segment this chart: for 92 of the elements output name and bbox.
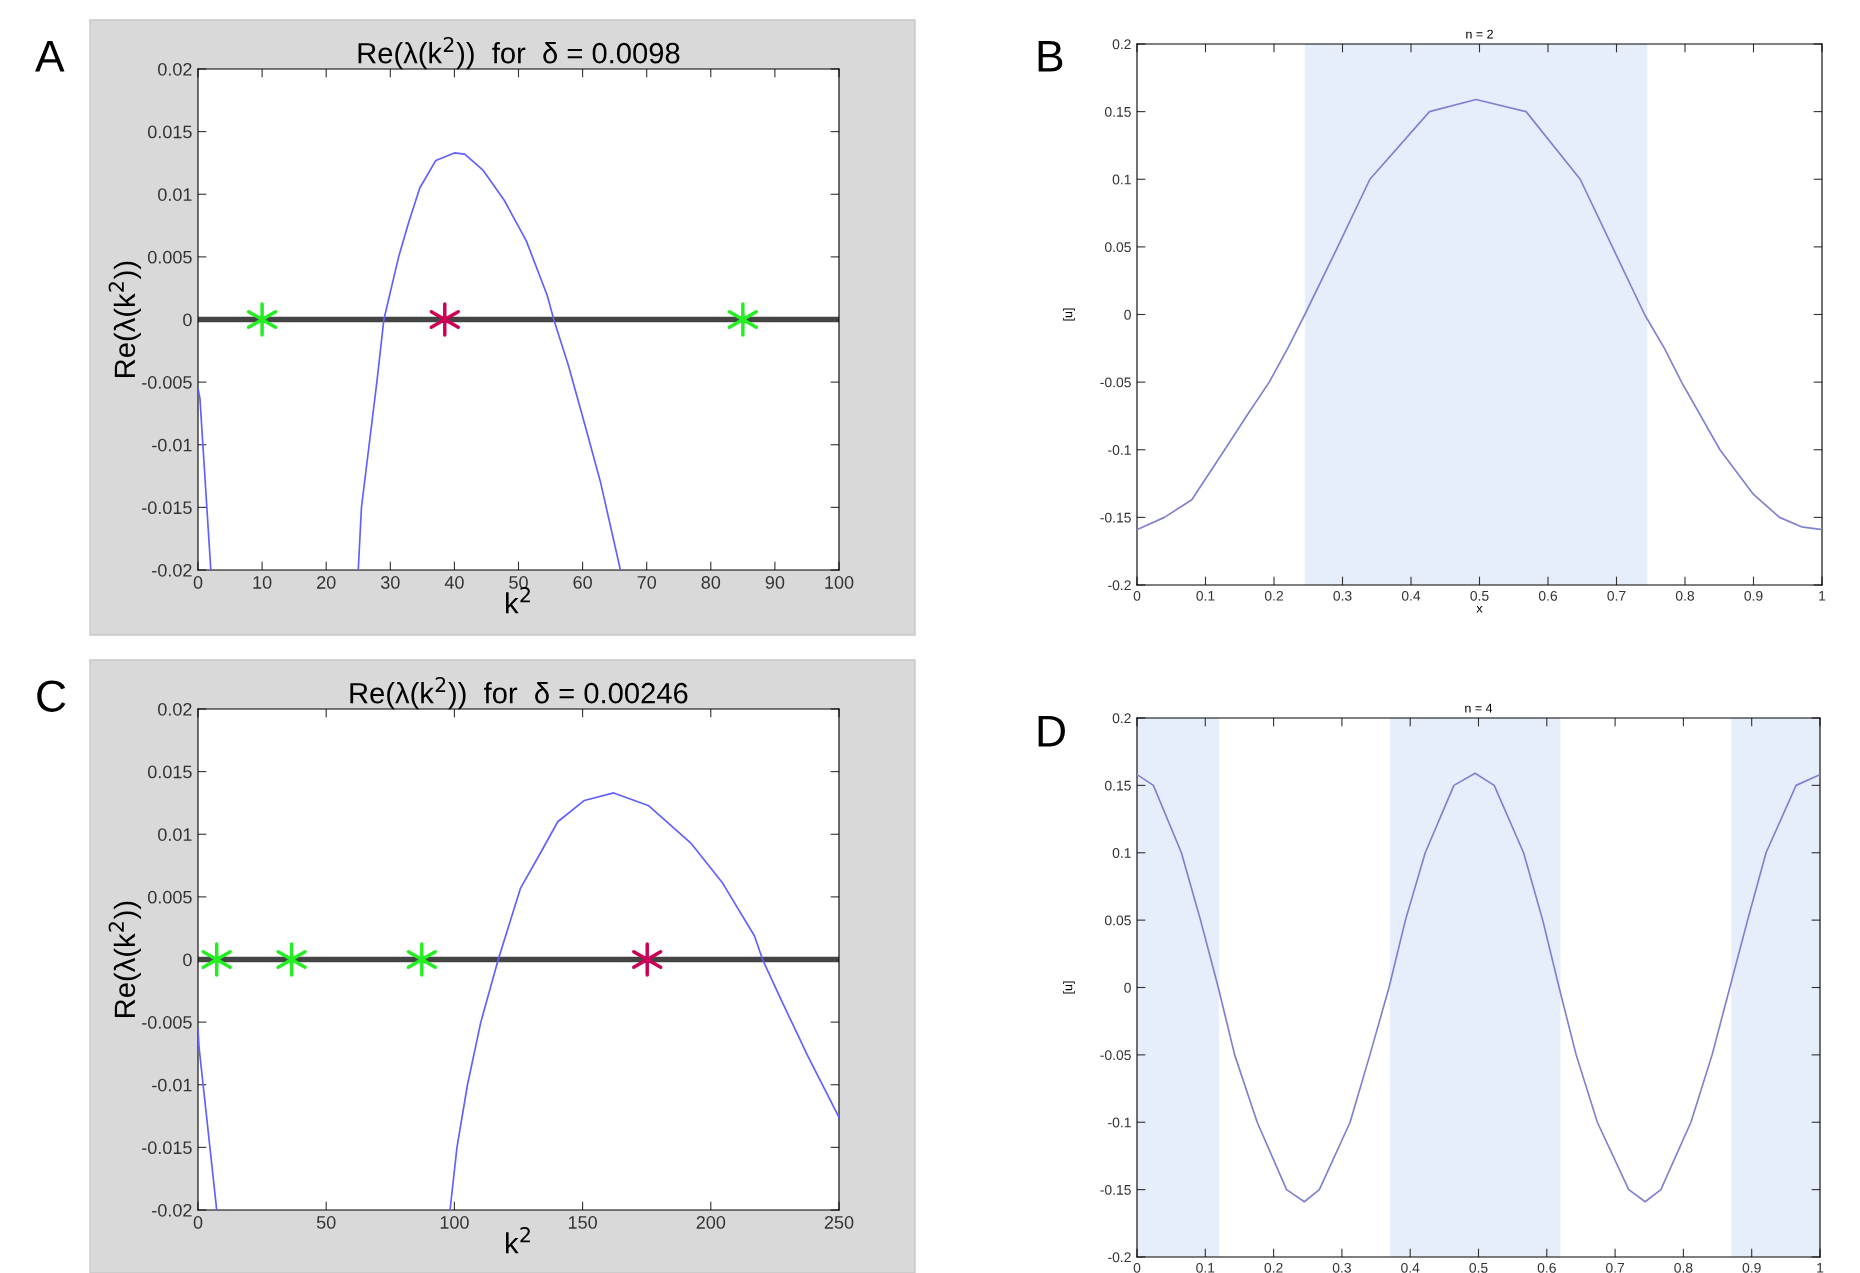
y-tick-label: 0.02 — [158, 62, 192, 76]
y-axis-title: Re(λ(k$^{2}$)) — [108, 901, 141, 1017]
y-tick-label: 0.02 — [158, 702, 192, 716]
y-tick-label: -0.1 — [1108, 1117, 1131, 1128]
chart-title: n = 4 — [1465, 703, 1493, 713]
y-tick-label: 0.15 — [1104, 780, 1131, 791]
x-tick-label: 0.7 — [1605, 1262, 1625, 1273]
x-tick-label: 50 — [316, 1216, 336, 1229]
x-tick-label: 90 — [765, 576, 785, 589]
y-tick-label: -0.1 — [1108, 445, 1131, 455]
y-axis-title: [u] — [1063, 981, 1075, 994]
x-tick-label: 1 — [1819, 591, 1826, 601]
y-tick-label: 0.05 — [1104, 242, 1131, 253]
y-tick-label: 0.05 — [1104, 915, 1131, 926]
y-tick-label: -0.01 — [152, 1078, 192, 1092]
x-tick-label: 0.1 — [1196, 1262, 1215, 1273]
x-tick-label: 0.8 — [1674, 1262, 1693, 1273]
x-tick-label: 0.1 — [1196, 590, 1215, 601]
y-tick-label: -0.05 — [1100, 1050, 1131, 1061]
y-tick-label: -0.005 — [142, 376, 192, 389]
y-tick-label: -0.02 — [152, 563, 192, 577]
x-tick-label: 0 — [193, 576, 203, 589]
y-tick-label: 0.015 — [147, 765, 192, 779]
text: D — [1038, 715, 1065, 747]
line-series — [449, 792, 839, 1210]
x-tick-label: 80 — [701, 576, 721, 589]
y-tick-label: 0.005 — [147, 250, 192, 264]
x-tick-label: 0.5 — [1469, 1262, 1488, 1273]
y-tick-label: -0.005 — [142, 1016, 192, 1029]
x-axis-title: x — [1476, 605, 1483, 613]
y-axis-title: [u] — [1063, 308, 1075, 321]
y-axis-title: Re(λ(k$^{2}$)) — [108, 261, 141, 377]
x-tick-label: 0.8 — [1675, 590, 1695, 601]
x-tick-label: 20 — [317, 576, 336, 589]
y-tick-label: 0.2 — [1112, 39, 1131, 50]
x-tick-label: 200 — [696, 1216, 726, 1229]
y-tick-label: -0.02 — [152, 1203, 192, 1217]
x-tick-label: 0.3 — [1332, 1262, 1351, 1273]
line-series — [357, 152, 622, 570]
x-tick-label: 0 — [193, 1216, 203, 1229]
y-tick-label: 0.01 — [158, 828, 192, 841]
y-tick-label: 0.01 — [158, 188, 192, 201]
x-tick-label: 0.9 — [1742, 1262, 1761, 1273]
y-tick-label: 0.1 — [1112, 174, 1131, 185]
x-tick-label: 0.4 — [1401, 590, 1421, 601]
text: B — [1038, 40, 1063, 72]
x-tick-label: 0.2 — [1264, 1262, 1283, 1273]
y-tick-label: 0 — [183, 953, 192, 967]
y-tick-label: 0.2 — [1112, 713, 1131, 724]
x-tick-label: 0.6 — [1538, 590, 1558, 601]
y-tick-label: -0.15 — [1100, 512, 1131, 523]
x-tick-label: 40 — [444, 576, 464, 589]
x-tick-label: 100 — [440, 1216, 469, 1229]
x-tick-label: 0 — [1133, 590, 1141, 601]
x-tick-label: 0.2 — [1264, 590, 1283, 601]
x-tick-label: 70 — [637, 576, 657, 589]
y-tick-label: -0.2 — [1108, 1252, 1131, 1263]
x-tick-label: 30 — [380, 576, 400, 589]
chart-title: Re(λ(k$^{2}$)) for δ = 0.0098 — [358, 36, 680, 70]
line-series — [1137, 98, 1822, 531]
x-tick-label: 0.7 — [1607, 590, 1626, 601]
y-tick-label: 0.015 — [147, 125, 192, 139]
x-tick-label: 1 — [1817, 1263, 1824, 1273]
text: C — [37, 680, 66, 712]
y-tick-label: 0 — [1124, 982, 1131, 993]
y-tick-label: -0.15 — [1100, 1184, 1131, 1195]
x-tick-label: 250 — [824, 1216, 854, 1229]
x-tick-label: 0.3 — [1333, 590, 1352, 601]
y-tick-label: 0 — [1124, 309, 1131, 320]
y-tick-label: -0.2 — [1108, 580, 1131, 591]
x-tick-label: 0.4 — [1401, 1262, 1420, 1273]
y-tick-label: -0.05 — [1100, 377, 1131, 388]
y-tick-label: 0.15 — [1104, 106, 1131, 117]
x-tick-label: 0.5 — [1470, 590, 1489, 601]
x-tick-label: 60 — [573, 576, 592, 589]
chart-title: n = 2 — [1466, 29, 1493, 39]
y-tick-label: -0.015 — [142, 1141, 192, 1155]
x-tick-label: 100 — [825, 576, 854, 589]
x-tick-label: 150 — [568, 1216, 597, 1229]
text: A — [35, 40, 65, 72]
y-tick-label: 0.1 — [1112, 848, 1131, 858]
x-tick-label: 0.6 — [1537, 1262, 1556, 1273]
y-tick-label: 0 — [183, 313, 192, 327]
line-series — [1137, 772, 1820, 1203]
x-tick-label: 0 — [1133, 1262, 1141, 1273]
x-tick-label: 0.9 — [1744, 590, 1763, 601]
x-axis-title: k$^{2}$ — [506, 1226, 530, 1254]
y-tick-label: -0.01 — [152, 438, 192, 452]
y-tick-label: 0.005 — [147, 890, 192, 904]
y-tick-label: -0.015 — [142, 501, 192, 515]
chart-title: Re(λ(k$^{2}$)) for δ = 0.00246 — [350, 676, 688, 710]
x-tick-label: 10 — [253, 576, 272, 589]
